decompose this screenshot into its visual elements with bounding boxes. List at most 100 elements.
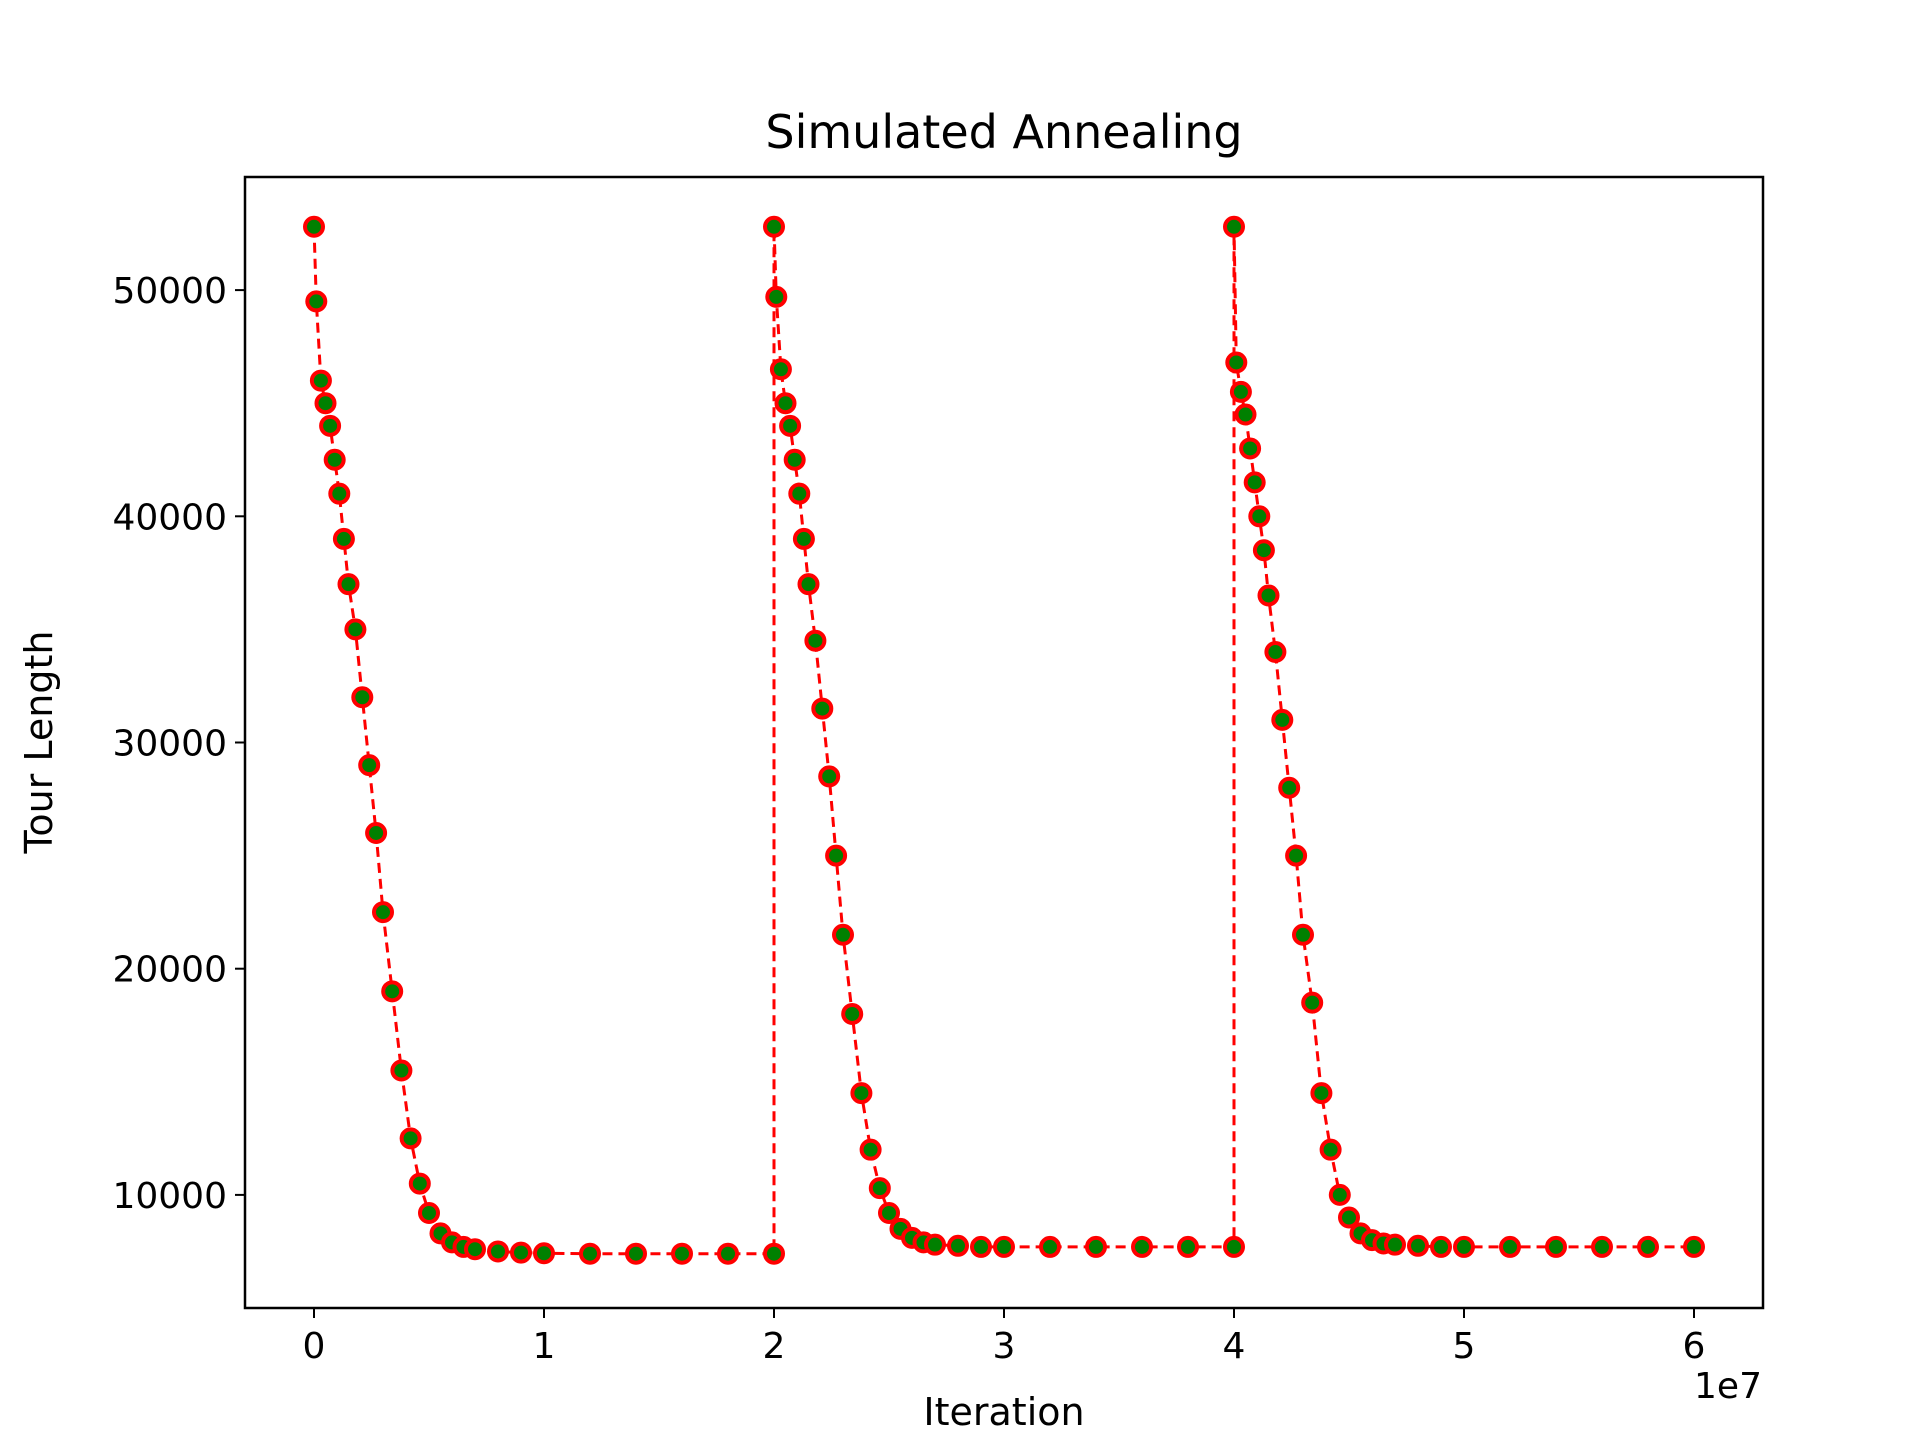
data-point [408, 1172, 431, 1195]
data-point [372, 901, 394, 924]
data-point [309, 369, 332, 392]
data-point [924, 1233, 946, 1256]
data-point [859, 1138, 882, 1161]
data-point [625, 1242, 647, 1265]
data-point [797, 573, 820, 596]
data-point [811, 697, 834, 720]
data-point [1310, 1082, 1333, 1105]
data-point [487, 1240, 509, 1263]
data-point [319, 414, 342, 437]
data-point [850, 1082, 873, 1105]
x-tick-label: 6 [1683, 1326, 1706, 1367]
data-point [671, 1242, 693, 1265]
data-point [1039, 1235, 1061, 1258]
y-tick-label: 40000 [112, 497, 227, 538]
data-point [1223, 215, 1245, 238]
y-tick-label: 30000 [112, 724, 227, 765]
data-point [1234, 403, 1257, 426]
data-point [769, 358, 792, 381]
data-point [390, 1059, 413, 1082]
data-point [1229, 380, 1252, 403]
data-point [1453, 1235, 1475, 1258]
series-line [312, 226, 1694, 1256]
data-point [1301, 991, 1324, 1014]
y-tick-label: 10000 [112, 1176, 227, 1217]
data-point [1131, 1235, 1153, 1258]
data-point [418, 1201, 440, 1224]
data-point [970, 1235, 992, 1258]
data-point [763, 1242, 785, 1265]
data-point [1328, 1183, 1351, 1206]
data-point [1252, 539, 1275, 562]
data-point [332, 527, 355, 550]
data-point [792, 527, 815, 550]
data-point [783, 448, 806, 471]
data-point [1407, 1234, 1429, 1257]
data-point [1285, 844, 1308, 867]
data-point [510, 1241, 532, 1264]
data-point [868, 1177, 891, 1200]
data-point [1499, 1235, 1521, 1258]
data-point [1223, 1235, 1245, 1258]
data-point [314, 392, 337, 415]
data-point [579, 1242, 601, 1265]
y-tick-label: 50000 [112, 271, 227, 312]
x-tick-label: 3 [993, 1326, 1016, 1367]
plot-frame [243, 175, 1765, 1310]
data-point [1338, 1206, 1360, 1229]
x-tick-label: 1 [533, 1326, 556, 1367]
data-point [1243, 471, 1266, 494]
data-point [1264, 641, 1287, 664]
data-point [303, 215, 325, 238]
data-point [305, 290, 328, 313]
data-point [328, 482, 351, 505]
y-tick-label: 20000 [112, 950, 227, 991]
data-point [774, 392, 797, 415]
data-point [1225, 351, 1248, 374]
data-point [825, 844, 848, 867]
data-point [788, 482, 811, 505]
data-point [351, 686, 374, 709]
data-point [337, 573, 360, 596]
data-point [1248, 505, 1271, 528]
data-point [1430, 1235, 1452, 1258]
data-point [1257, 584, 1280, 607]
data-point [1683, 1235, 1705, 1258]
data-point [533, 1242, 555, 1265]
data-point [381, 980, 404, 1003]
x-tick-label: 2 [763, 1326, 786, 1367]
x-tick-label: 5 [1453, 1326, 1476, 1367]
data-point [464, 1238, 486, 1261]
data-point [779, 414, 802, 437]
data-point [1637, 1235, 1659, 1258]
data-point [818, 765, 841, 788]
data-point [1319, 1138, 1342, 1161]
data-point [1177, 1235, 1199, 1258]
data-point [947, 1234, 969, 1257]
x-offset-label: 1e7 [1694, 1366, 1762, 1407]
data-point [765, 285, 788, 308]
data-point [358, 754, 381, 777]
x-tick-label: 0 [303, 1326, 326, 1367]
data-point [1545, 1235, 1567, 1258]
chart-title: Simulated Annealing [765, 105, 1242, 159]
data-point [365, 821, 388, 844]
y-axis-label: Tour Length [17, 631, 61, 855]
series-tour-length [303, 215, 1705, 1265]
data-point [804, 629, 827, 652]
data-point [323, 448, 346, 471]
data-point [1085, 1235, 1107, 1258]
data-point [1271, 708, 1294, 731]
data-point [1292, 923, 1314, 946]
data-point [993, 1235, 1015, 1258]
data-point [1239, 437, 1262, 460]
data-point [841, 1002, 864, 1025]
data-point [832, 923, 854, 946]
data-point [344, 618, 367, 641]
x-axis: 0 1 2 3 4 5 6 [303, 1308, 1706, 1367]
x-axis-label: Iteration [923, 1390, 1084, 1434]
x-tick-label: 4 [1223, 1326, 1246, 1367]
data-point [878, 1201, 900, 1224]
data-point [717, 1242, 739, 1265]
data-point [1278, 776, 1301, 799]
